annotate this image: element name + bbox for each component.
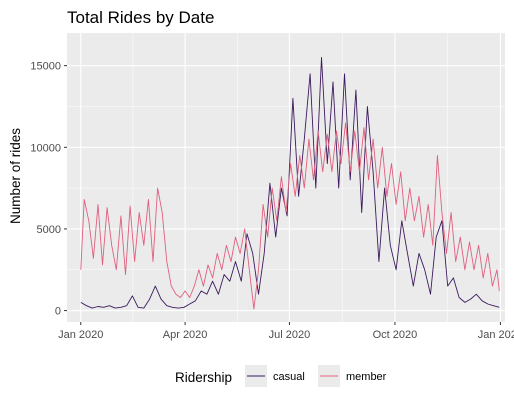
legend-title: Ridership — [175, 370, 232, 385]
y-tick-label: 15000 — [30, 61, 61, 73]
y-axis-title: Number of rides — [8, 128, 23, 224]
legend: Ridership casual member — [175, 365, 387, 387]
x-axis: Jan 2020 Apr 2020 Jul 2020 Oct 2020 Jan 2021 — [58, 322, 514, 341]
y-tick-label: 5000 — [37, 224, 61, 236]
series-line-member — [80, 122, 500, 310]
series-line-casual — [80, 57, 500, 309]
x-tick-label: Jan 2020 — [58, 329, 103, 341]
minor-gridlines — [67, 33, 505, 322]
chart-title: Total Rides by Date — [67, 8, 214, 27]
x-tick-label: Jan 2021 — [478, 329, 514, 341]
y-axis: 0 5000 10000 15000 — [30, 61, 67, 318]
x-tick-label: Jul 2020 — [269, 329, 311, 341]
legend-label-member: member — [346, 371, 387, 383]
plot-panel — [67, 33, 505, 322]
y-tick-label: 10000 — [30, 142, 61, 154]
x-tick-label: Oct 2020 — [373, 329, 418, 341]
series-layer — [80, 57, 500, 310]
y-tick-label: 0 — [55, 306, 61, 318]
legend-label-casual: casual — [273, 371, 305, 383]
x-tick-label: Apr 2020 — [163, 329, 208, 341]
